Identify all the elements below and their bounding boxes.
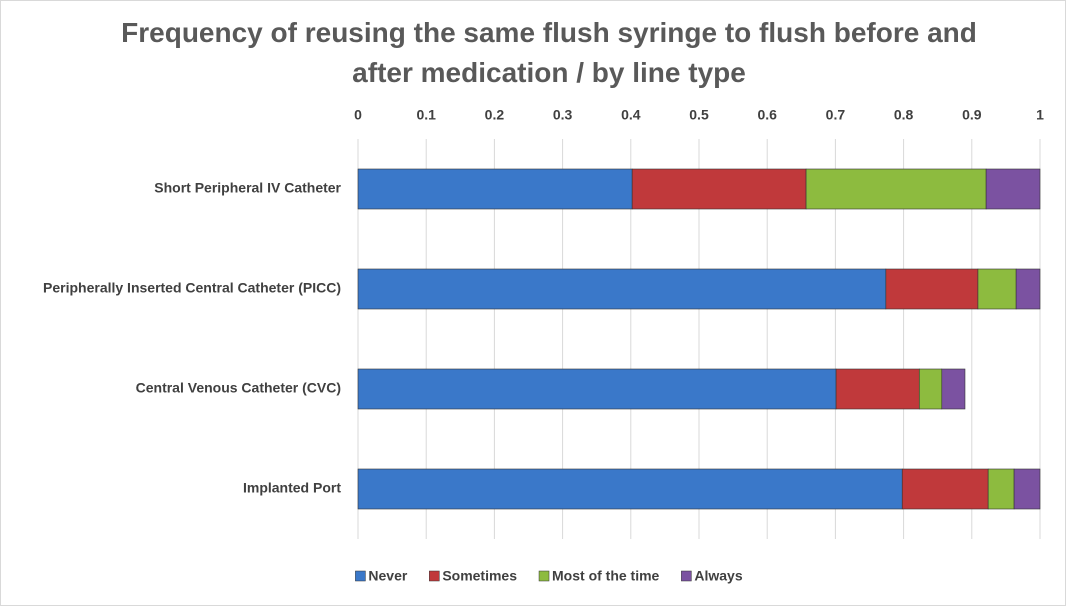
legend: Never Sometimes Most of the time Always <box>355 568 743 584</box>
x-tick-label: 0.2 <box>485 107 505 123</box>
bar-segment <box>985 168 1041 210</box>
x-tick-label: 0 <box>354 107 362 123</box>
legend-swatch <box>538 570 550 582</box>
x-tick-label: 0.1 <box>416 107 436 123</box>
legend-swatch <box>681 570 692 582</box>
bar-segment <box>918 368 943 410</box>
bar-segment <box>941 368 966 410</box>
bar-segment <box>805 168 987 210</box>
x-tick-label: 0.5 <box>689 107 709 123</box>
x-tick-label: 0.4 <box>621 107 641 123</box>
y-tick-label: Central Venous Catheter (CVC) <box>136 380 341 396</box>
bar-segment <box>987 468 1015 510</box>
bar-segment <box>977 268 1017 310</box>
y-tick-label: Short Peripheral IV Catheter <box>154 180 341 196</box>
bar-segment <box>631 168 807 210</box>
x-tick-label: 0.7 <box>826 107 846 123</box>
bar-segment <box>835 368 920 410</box>
bar-segment <box>1015 268 1041 310</box>
bar-segment <box>357 368 837 410</box>
legend-swatch <box>355 570 366 582</box>
legend-label: Always <box>694 568 742 584</box>
bar-segment <box>901 468 989 510</box>
y-tick-label: Peripherally Inserted Central Catheter (… <box>43 280 341 296</box>
legend-label: Most of the time <box>552 568 660 584</box>
bar-segment <box>357 168 633 210</box>
bar-segment <box>1013 468 1041 510</box>
x-tick-label: 1 <box>1036 107 1044 123</box>
legend-label: Never <box>368 568 407 584</box>
x-tick-label: 0.6 <box>757 107 777 123</box>
bar-segment <box>885 268 979 310</box>
x-tick-label: 0.8 <box>894 107 914 123</box>
legend-swatch <box>429 570 440 582</box>
bar-segment <box>357 468 903 510</box>
x-tick-label: 0.9 <box>962 107 982 123</box>
y-tick-label: Implanted Port <box>243 480 341 496</box>
x-tick-label: 0.3 <box>553 107 573 123</box>
bar-segment <box>357 268 887 310</box>
chart-title: Frequency of reusing the same flush syri… <box>121 17 977 88</box>
legend-label: Sometimes <box>442 568 517 584</box>
